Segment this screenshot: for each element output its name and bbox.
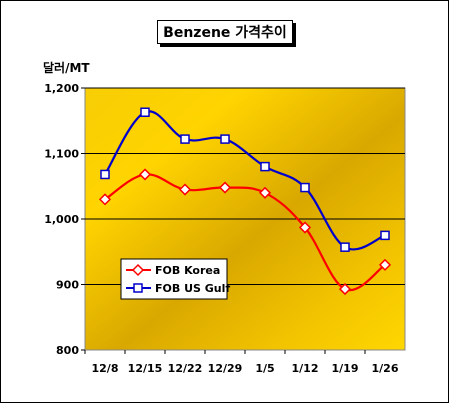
y-tick-label: 1,200 <box>44 82 79 95</box>
data-point <box>140 107 150 117</box>
data-point <box>138 168 152 181</box>
data-point <box>180 134 190 144</box>
data-point <box>380 230 390 241</box>
x-tick-label: 1/19 <box>332 362 359 375</box>
data-point <box>378 258 392 271</box>
legend-label: FOB US Gulf <box>155 282 230 295</box>
x-tick-label: 12/22 <box>168 362 203 375</box>
x-tick-label: 1/5 <box>255 362 274 375</box>
data-point <box>338 283 352 296</box>
y-tick-label: 900 <box>56 279 79 292</box>
data-point <box>258 186 272 199</box>
data-point <box>340 242 350 252</box>
x-tick-label: 12/8 <box>92 362 119 375</box>
legend-marker <box>131 263 145 277</box>
series-fob-korea <box>98 168 392 296</box>
data-point <box>220 134 230 144</box>
data-point <box>260 161 270 172</box>
x-tick-label: 1/26 <box>372 362 399 375</box>
y-tick-label: 1,000 <box>44 213 79 226</box>
chart-title: Benzene 가격추이 <box>157 20 293 44</box>
y-tick-label: 800 <box>56 344 79 357</box>
series-fob-us-gulf <box>100 107 390 252</box>
x-tick-label: 1/12 <box>292 362 319 375</box>
data-point <box>300 182 310 193</box>
data-point <box>218 181 232 194</box>
legend-marker <box>133 283 143 293</box>
data-point <box>298 221 312 234</box>
data-point <box>100 169 110 180</box>
x-tick-label: 12/29 <box>208 362 243 375</box>
data-point <box>178 183 192 196</box>
y-axis-label: 달러/MT <box>43 61 90 75</box>
legend-label: FOB Korea <box>155 264 220 277</box>
y-tick-label: 1,100 <box>44 148 79 161</box>
data-point <box>98 193 112 206</box>
x-tick-label: 12/15 <box>128 362 163 375</box>
